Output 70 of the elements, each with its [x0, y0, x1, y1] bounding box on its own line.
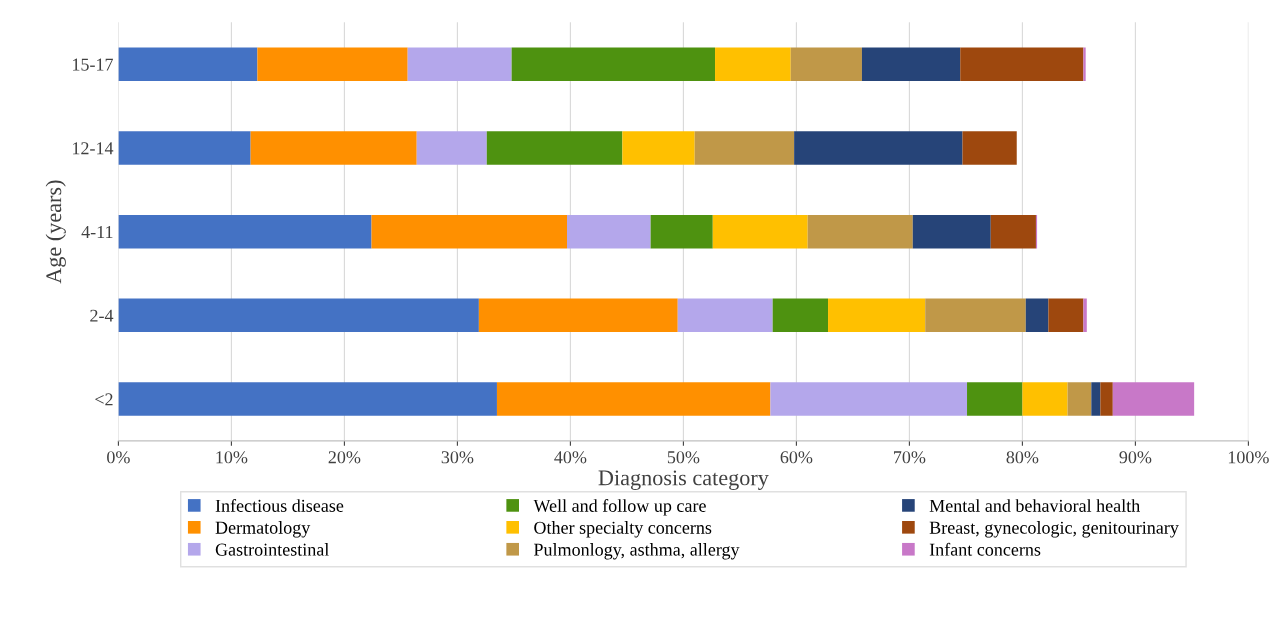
- legend-label: Infant concerns: [929, 542, 1041, 556]
- x-axis-title: Diagnosis category: [598, 470, 769, 490]
- bar: [712, 214, 808, 249]
- bar: [794, 131, 963, 165]
- bar: [257, 47, 408, 81]
- y-tick-label: <2: [95, 393, 113, 406]
- bar: [118, 382, 497, 416]
- x-tick-label: 20%: [328, 451, 361, 464]
- legend-label: Breast, gynecologic, genitourinary: [929, 521, 1179, 538]
- bar: [118, 214, 372, 249]
- bar: [118, 131, 251, 165]
- legend-label: Dermatology: [215, 521, 311, 538]
- bar: [650, 214, 713, 249]
- bar: [416, 131, 487, 165]
- y-axis-title: Age (years): [45, 180, 66, 284]
- legend-label: Mental and behavioral health: [929, 499, 1140, 512]
- x-tick-label: 30%: [441, 451, 474, 464]
- bar: [567, 214, 651, 249]
- bar: [925, 298, 1026, 333]
- bar: [790, 47, 862, 81]
- bar: [677, 298, 773, 333]
- bar: [1100, 382, 1113, 416]
- legend-label: Other specialty concerns: [534, 521, 712, 538]
- x-tick-label: 70%: [894, 451, 926, 464]
- y-tick-label: 15-17: [73, 58, 114, 71]
- x-tick-label: 80%: [1006, 451, 1039, 464]
- bar: [1091, 382, 1101, 416]
- y-tick-label: 4-11: [81, 225, 113, 238]
- bar: [828, 298, 926, 333]
- y-tick-label: 12-14: [73, 142, 114, 155]
- bar: [770, 382, 968, 416]
- y-tick-label: 2-4: [90, 309, 114, 322]
- bar: [118, 47, 258, 81]
- x-tick-label: 100%: [1228, 451, 1269, 464]
- bar: [118, 298, 479, 333]
- bar: [1048, 298, 1084, 333]
- x-tick-label: 60%: [780, 451, 813, 464]
- bar: [478, 298, 678, 333]
- bar: [990, 214, 1036, 249]
- bar: [1083, 47, 1086, 81]
- bar: [1022, 382, 1068, 416]
- bar: [622, 131, 695, 165]
- x-tick-label: 10%: [216, 451, 248, 464]
- legend-label: Pulmonlogy, asthma, allergy: [533, 543, 740, 560]
- bar: [1083, 298, 1087, 333]
- bar: [962, 131, 1017, 165]
- bar: [496, 382, 771, 416]
- bar: [1067, 382, 1092, 416]
- bar: [511, 47, 716, 81]
- bar: [694, 131, 795, 165]
- bar: [486, 131, 623, 165]
- bar: [967, 382, 1023, 416]
- bar: [371, 214, 568, 249]
- x-tick-label: 40%: [554, 451, 587, 464]
- bar: [960, 47, 1084, 81]
- bar: [807, 214, 913, 249]
- bar: [407, 47, 512, 81]
- bar: [715, 47, 791, 81]
- bar: [912, 214, 991, 249]
- legend-label: Infectious disease: [215, 499, 344, 512]
- x-tick-label: 0%: [107, 451, 130, 464]
- legend-label: Well and follow up care: [533, 499, 706, 516]
- legend-label: Gastrointestinal: [215, 543, 329, 556]
- bar: [861, 47, 961, 81]
- bar: [772, 298, 829, 333]
- x-tick-label: 90%: [1119, 451, 1152, 464]
- bar: [1025, 298, 1049, 333]
- bar: [1112, 382, 1195, 416]
- x-tick-label: 50%: [667, 451, 700, 464]
- bar: [250, 131, 417, 165]
